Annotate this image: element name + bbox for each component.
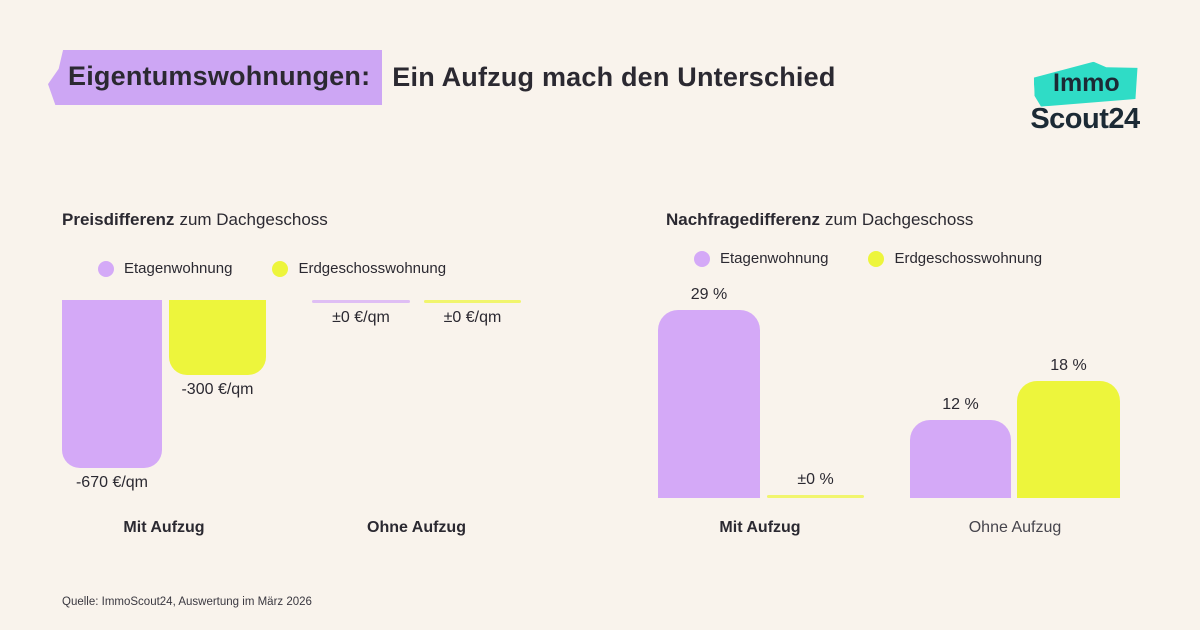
chart-title-rest: zum Dachgeschoss [179,210,328,229]
bar-value-label: 29 % [690,286,728,303]
bar-value-label: 18 % [1050,357,1087,374]
demand-difference-chart: Nachfragedifferenz zum Dachgeschoss Etage… [656,210,1136,570]
bar-column: 12 % [910,390,1011,498]
chart-title: Nachfragedifferenz zum Dachgeschoss [666,210,1136,230]
bar-mit-aufzug-erdgeschosswohnung [169,300,266,375]
legend-dot-yellow [272,260,289,277]
bar-value-label: ±0 % [797,471,834,488]
bar-column: ±0 €/qm [424,300,521,333]
legend-label: Erdgeschosswohnung [298,260,447,277]
bar-column: ±0 % [767,465,864,498]
category-label-ohne-aufzug: Ohne Aufzug [367,519,466,536]
legend-item-etagenwohnung: Etagenwohnung [694,250,828,267]
page-title: Eigentumswohnungen: Ein Aufzug mach den … [48,50,836,105]
bar-column: ±0 €/qm [312,300,410,333]
bar-value-label: -300 €/qm [181,381,254,398]
legend-item-erdgeschosswohnung: Erdgeschosswohnung [272,260,446,277]
bar-value-label: ±0 €/qm [332,309,390,326]
legend: Etagenwohnung Erdgeschosswohnung [98,260,446,277]
bar-ohne-aufzug-erdgeschosswohnung [424,300,521,303]
legend: Etagenwohnung Erdgeschosswohnung [694,250,1042,267]
chart-title: Preisdifferenz zum Dachgeschoss [62,210,542,230]
legend-dot-purple [98,260,114,277]
bar-column: 18 % [1017,351,1120,498]
bar-mit-aufzug-etagenwohnung [658,310,760,498]
legend-label: Etagenwohnung [124,260,233,277]
legend-item-erdgeschosswohnung: Erdgeschosswohnung [868,250,1042,267]
bar-column: 29 % [658,280,760,498]
bar-mit-aufzug-erdgeschosswohnung [767,495,864,498]
bar-ohne-aufzug-etagenwohnung [910,420,1011,498]
chart-title-rest: zum Dachgeschoss [824,210,974,229]
plot-area: -670 €/qm -300 €/qm ±0 €/qm ±0 €/qm [62,300,542,545]
chart-title-bold: Nachfragedifferenz [666,210,820,229]
plot-area: 29 % ±0 % 12 % 18 % [656,210,1136,498]
price-difference-chart: Preisdifferenz zum Dachgeschoss Etagenwoh… [62,210,542,570]
legend-label: Etagenwohnung [720,250,829,267]
bar-column: -300 €/qm [169,300,266,405]
logo-scout24-text: Scout24 [1030,103,1140,135]
bar-value-label: 12 % [942,396,979,413]
category-label-mit-aufzug: Mit Aufzug [123,519,205,536]
bar-ohne-aufzug-erdgeschosswohnung [1017,381,1120,498]
bar-value-label: -670 €/qm [75,474,149,491]
legend-dot-purple [694,250,710,267]
legend-label: Erdgeschosswohnung [894,250,1043,267]
bar-column: -670 €/qm [62,300,162,498]
source-note: Quelle: ImmoScout24, Auswertung im März … [62,596,312,608]
logo-immo-text: Immo [1052,69,1120,97]
logo-teal-shape: Immo [1033,60,1138,107]
bar-value-label: ±0 €/qm [443,309,502,326]
bar-ohne-aufzug-etagenwohnung [312,300,410,303]
immoscout24-logo: Immo Scout24 [1026,58,1144,136]
category-label-ohne-aufzug: Ohne Aufzug [968,519,1062,536]
title-rest: Ein Aufzug mach den Unterschied [392,62,836,92]
legend-dot-yellow [868,250,885,267]
legend-item-etagenwohnung: Etagenwohnung [98,260,232,277]
category-label-mit-aufzug: Mit Aufzug [719,519,801,536]
chart-title-bold: Preisdifferenz [62,210,175,229]
title-highlight: Eigentumswohnungen: [48,50,382,105]
bar-mit-aufzug-etagenwohnung [62,300,162,468]
